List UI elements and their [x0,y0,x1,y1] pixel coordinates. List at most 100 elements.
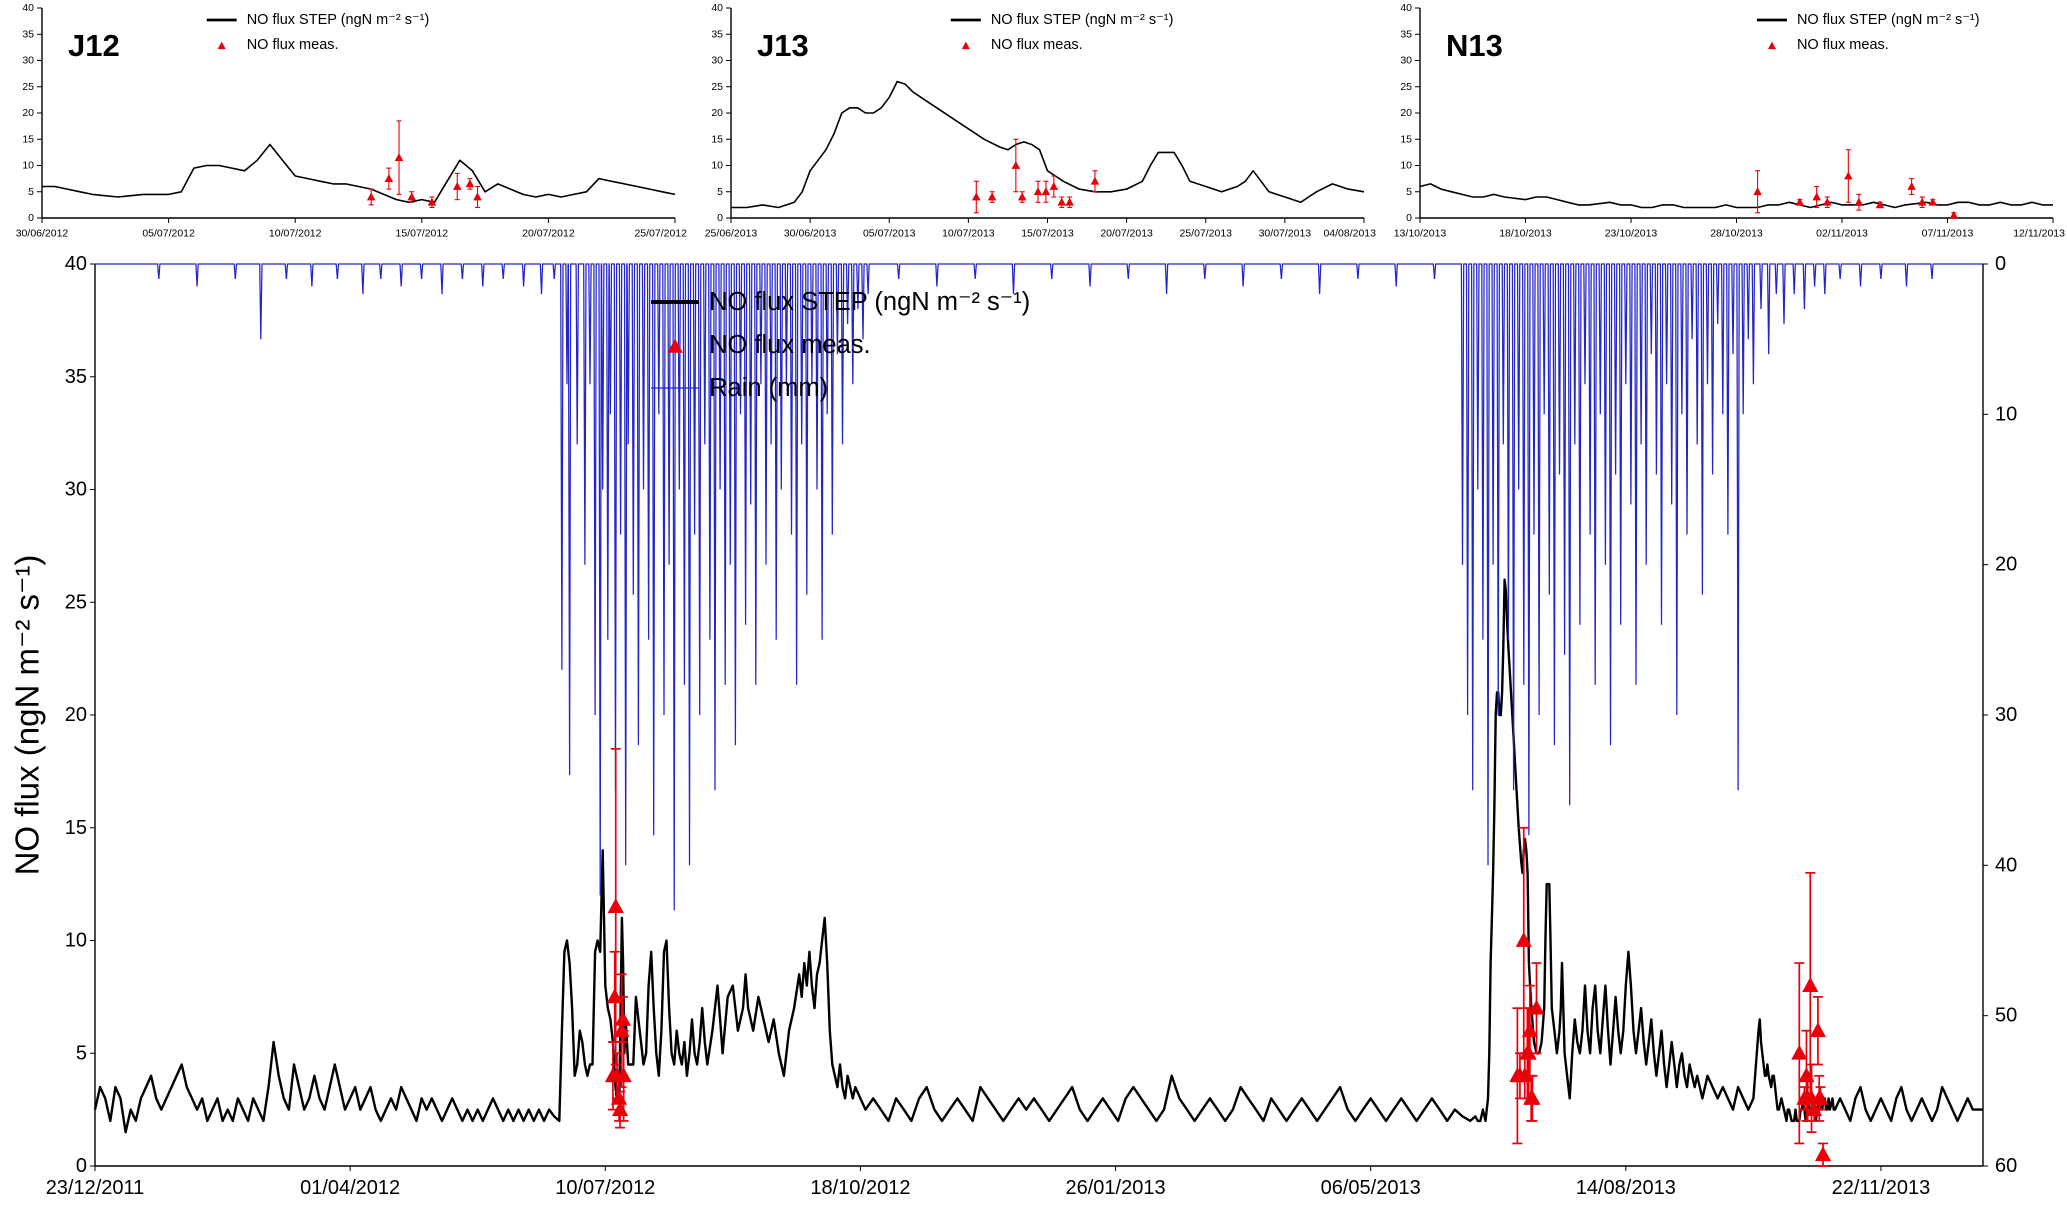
svg-text:22/11/2013: 22/11/2013 [1832,1177,1931,1199]
svg-text:25: 25 [65,591,87,613]
svg-text:15: 15 [65,817,87,839]
svg-text:20: 20 [1995,554,2017,576]
meas-series [604,747,1832,1167]
svg-text:06/05/2013: 06/05/2013 [1321,1177,1421,1199]
svg-text:35: 35 [1400,28,1412,40]
panel-title: J13 [757,28,809,63]
main-panel-row: 0 5 10 15 20 25 30 35 40 23/12/2011 01/04/2012 10/0… [0,250,2067,1214]
step-line-series [93,578,1983,1134]
svg-text:05/07/2012: 05/07/2012 [142,228,195,240]
svg-text:NO flux meas.: NO flux meas. [247,37,339,53]
step-line-series [42,143,676,204]
svg-text:15: 15 [1400,133,1412,145]
meas-series [1753,149,1959,219]
y-axis-label: NO flux (ngN m⁻² s⁻¹) [9,555,46,876]
svg-text:15: 15 [22,133,34,145]
svg-text:25: 25 [711,81,723,93]
svg-text:30: 30 [711,55,723,67]
axes: 0 5 10 15 20 25 30 35 40 23/12/2011 01/04/2012 10/0… [46,253,2018,1199]
svg-text:Rain (mm): Rain (mm) [709,374,828,402]
svg-text:35: 35 [65,366,87,388]
svg-text:0: 0 [28,212,34,224]
svg-text:20/07/2012: 20/07/2012 [522,228,575,240]
svg-text:10/07/2013: 10/07/2013 [942,228,995,240]
meas-series [366,120,482,209]
svg-text:30: 30 [65,479,87,501]
svg-text:04/08/2013: 04/08/2013 [1323,228,1376,240]
step-line-series [1419,183,2053,209]
svg-text:NO flux meas.: NO flux meas. [709,331,871,359]
svg-text:40: 40 [711,2,723,14]
svg-text:NO flux STEP (ngN m⁻² s⁻¹): NO flux STEP (ngN m⁻² s⁻¹) [709,288,1030,316]
svg-text:30/06/2013: 30/06/2013 [784,228,837,240]
chart-main: 0 5 10 15 20 25 30 35 40 23/12/2011 01/04/2012 10/0… [9,253,2018,1199]
svg-text:10: 10 [711,160,723,172]
svg-text:40: 40 [1400,2,1412,14]
svg-text:5: 5 [717,186,723,198]
svg-text:25: 25 [22,81,34,93]
svg-text:02/11/2013: 02/11/2013 [1816,228,1868,240]
svg-text:0: 0 [76,1155,87,1177]
svg-text:35: 35 [22,28,34,40]
legend: NO flux STEP (ngN m⁻² s⁻¹) NO flux meas. [950,12,1173,53]
svg-text:15/07/2013: 15/07/2013 [1021,228,1074,240]
svg-text:20: 20 [1400,107,1412,119]
svg-text:30: 30 [1995,704,2017,726]
svg-text:J13: J13 [757,28,809,63]
svg-text:60: 60 [1995,1155,2017,1177]
svg-text:10/07/2012: 10/07/2012 [555,1177,655,1199]
svg-text:25: 25 [1400,81,1412,93]
svg-text:28/10/2013: 28/10/2013 [1710,228,1763,240]
svg-text:N13: N13 [1446,28,1503,63]
svg-text:NO flux STEP (ngN m⁻² s⁻¹): NO flux STEP (ngN m⁻² s⁻¹) [247,12,430,28]
svg-text:40: 40 [22,2,34,14]
svg-text:35: 35 [711,28,723,40]
svg-text:30/06/2012: 30/06/2012 [16,228,69,240]
svg-text:NO flux meas.: NO flux meas. [991,37,1083,53]
legend: NO flux STEP (ngN m⁻² s⁻¹) NO flux meas. [1756,12,1980,53]
svg-text:25/07/2012: 25/07/2012 [634,228,687,240]
svg-text:26/01/2013: 26/01/2013 [1065,1177,1165,1199]
svg-text:13/10/2013: 13/10/2013 [1394,228,1447,240]
svg-text:0: 0 [1995,253,2006,275]
svg-text:20: 20 [65,704,87,726]
chart-j12: 0 5 10 15 20 25 30 35 40 30/06/2012 05/07/2012 10/0… [16,2,687,240]
svg-text:30: 30 [1400,55,1412,67]
svg-text:12/11/2013: 12/11/2013 [2013,228,2065,240]
panel-title: J12 [68,28,120,63]
svg-text:07/11/2013: 07/11/2013 [1922,228,1974,240]
chart-j13: 0 5 10 15 20 25 30 35 40 25/06/2013 30/06/2013 05/0… [705,2,1376,240]
svg-text:5: 5 [28,186,34,198]
svg-text:05/07/2013: 05/07/2013 [863,228,916,240]
svg-text:0: 0 [717,212,723,224]
rain-series [95,263,1983,911]
svg-text:J12: J12 [68,28,120,63]
svg-text:14/08/2013: 14/08/2013 [1576,1177,1676,1199]
axes: 0 5 10 15 20 25 30 35 40 30/06/2012 05/07/2012 10/0… [16,2,687,240]
svg-text:10: 10 [1995,403,2017,425]
svg-text:50: 50 [1995,1005,2017,1027]
svg-text:20: 20 [22,107,34,119]
svg-text:15: 15 [711,133,723,145]
svg-text:15/07/2012: 15/07/2012 [396,228,449,240]
svg-text:10: 10 [1400,160,1412,172]
svg-text:40: 40 [1995,854,2017,876]
axes: 0 5 10 15 20 25 30 35 40 25/06/2013 30/06/2013 05/0… [705,2,1376,240]
top-panel-row: 0 5 10 15 20 25 30 35 40 30/06/2012 05/07/2012 10/0… [0,0,2067,250]
svg-text:23/12/2011: 23/12/2011 [46,1177,145,1199]
svg-text:10: 10 [65,930,87,952]
svg-text:40: 40 [65,253,87,275]
svg-text:5: 5 [1406,186,1412,198]
meas-series [972,138,1100,214]
svg-text:5: 5 [76,1042,87,1064]
svg-text:25/07/2013: 25/07/2013 [1179,228,1232,240]
chart-n13: 0 5 10 15 20 25 30 35 40 13/10/2013 18/10/2013 23/1… [1394,2,2065,240]
svg-text:23/10/2013: 23/10/2013 [1605,228,1658,240]
svg-text:01/04/2012: 01/04/2012 [300,1177,400,1199]
svg-text:10/07/2012: 10/07/2012 [269,228,322,240]
step-line-series [731,80,1365,209]
svg-text:NO flux (ngN m⁻² s⁻¹): NO flux (ngN m⁻² s⁻¹) [9,555,46,876]
panel-title: N13 [1446,28,1503,63]
svg-text:18/10/2013: 18/10/2013 [1499,228,1552,240]
